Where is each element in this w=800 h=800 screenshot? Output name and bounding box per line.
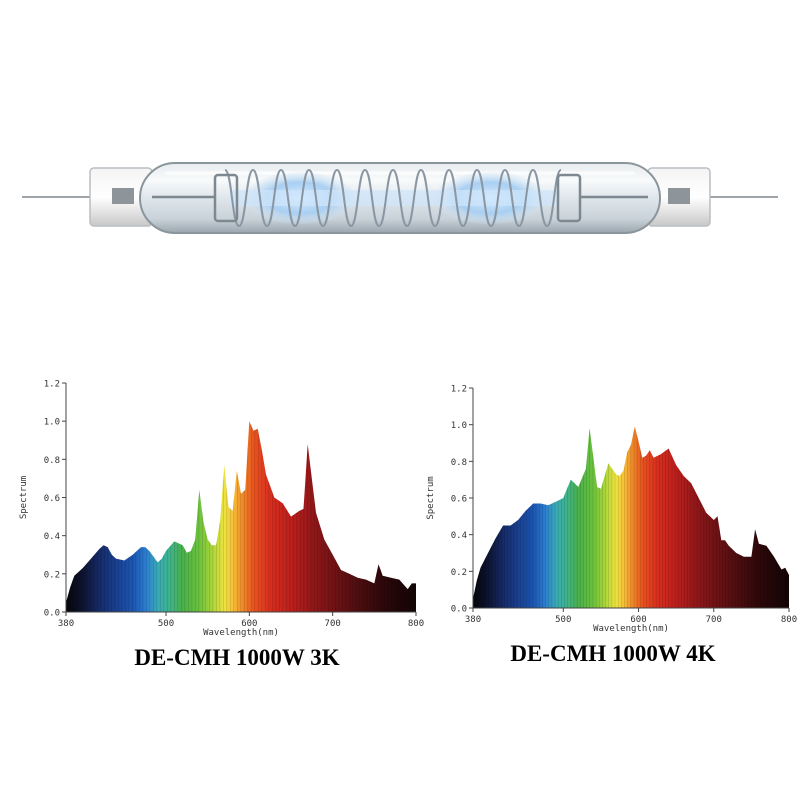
x-tick-label: 500: [158, 619, 174, 629]
y-tick-label: 0.4: [451, 531, 467, 541]
spectrum-striations: [69, 383, 417, 612]
x-tick-label: 380: [58, 619, 74, 629]
x-tick-label: 600: [630, 615, 646, 625]
spectrum-area: [473, 426, 789, 608]
x-tick-label: 500: [555, 615, 571, 625]
y-tick-label: 0.8: [451, 458, 467, 468]
x-tick-label: 380: [465, 615, 481, 625]
y-axis-label: Spectrum: [426, 476, 436, 519]
y-axis-label: Spectrum: [19, 476, 29, 519]
x-tick-label: 800: [781, 615, 797, 625]
lamp-illustration: [22, 162, 778, 234]
x-tick-label: 700: [325, 619, 341, 629]
x-axis-label: Wavelength(nm): [593, 624, 669, 634]
x-axis-label: Wavelength(nm): [203, 628, 279, 638]
lamp-left-cap: [89, 167, 153, 227]
y-tick-label: 0.8: [44, 456, 60, 466]
spectrum-chart-4k: 0.0 0.2 0.4 0.6 0.8 1.0 1.2 380 500 600 700 800 Wave…: [426, 385, 797, 635]
chart-title-4k: DE-CMH 1000W 4K: [510, 641, 716, 666]
x-tick-label: 700: [706, 615, 722, 625]
x-tick-label: 600: [241, 619, 257, 629]
y-tick-label: 0.6: [44, 494, 60, 504]
y-tick-label: 0.0: [451, 605, 467, 615]
y-tick-label: 1.2: [44, 380, 60, 390]
chart-title-3k: DE-CMH 1000W 3K: [134, 645, 340, 670]
y-tick-label: 1.0: [44, 418, 60, 428]
lamp-electrode-mounts: [152, 173, 648, 223]
spectrum-striations: [475, 388, 790, 608]
x-tick-label: 800: [408, 619, 424, 629]
y-tick-label: 0.0: [44, 609, 60, 619]
y-tick-label: 0.4: [44, 532, 60, 542]
spectrum-chart-3k: 0.0 0.2 0.4 0.6 0.8 1.0 1.2 380 500 600 700 800 Wave…: [19, 380, 424, 639]
lamp-support-coil: [224, 168, 562, 228]
spectrum-area: [66, 421, 416, 612]
y-tick-label: 1.0: [451, 421, 467, 431]
y-tick-label: 0.2: [44, 570, 60, 580]
y-tick-label: 1.2: [451, 385, 467, 395]
y-tick-label: 0.2: [451, 568, 467, 578]
y-tick-label: 0.6: [451, 495, 467, 505]
